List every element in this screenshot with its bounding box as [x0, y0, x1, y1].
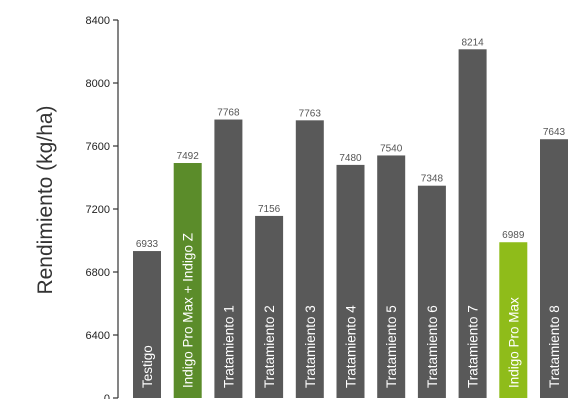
bar: [255, 215, 284, 398]
bar: [377, 155, 406, 398]
data-label: 7643: [543, 127, 566, 138]
bar: [133, 251, 161, 398]
category-label: Tratamiento 8: [547, 305, 562, 388]
y-axis: 0 6400 6800 7200 7600 8000 8400: [86, 15, 119, 399]
data-label: 8214: [461, 37, 484, 48]
y-tick-label: 6400: [86, 330, 110, 342]
bar: [336, 164, 365, 398]
y-tick-label: 7600: [86, 141, 110, 153]
category-label: Tratamiento 6: [425, 305, 440, 388]
data-label: 7480: [339, 153, 362, 164]
y-tick-label: 0: [104, 393, 110, 399]
bar: [540, 139, 568, 399]
category-label: Indigo Pro Max: [506, 297, 521, 388]
y-tick-label: 8000: [86, 78, 110, 90]
category-label: Tratamiento 3: [303, 305, 318, 388]
data-label: 7540: [380, 143, 403, 154]
data-label: 7768: [217, 108, 240, 119]
category-label: Testigo: [140, 345, 155, 388]
category-label: Tratamiento 2: [262, 305, 277, 388]
bar: [214, 119, 243, 398]
category-label: Indigo Pro Max + Indigo Z: [181, 233, 196, 388]
data-label: 7763: [299, 108, 322, 119]
y-tick-label: 6800: [86, 267, 110, 279]
bar: [295, 120, 324, 398]
category-label: Tratamiento 5: [384, 305, 399, 388]
bar: [173, 163, 202, 398]
data-label: 7492: [177, 151, 200, 162]
bar: [417, 185, 446, 398]
data-label: 6989: [502, 230, 525, 241]
bar: [499, 242, 528, 398]
data-label: 7348: [421, 174, 444, 185]
bar: [458, 49, 487, 399]
category-label: Tratamiento 4: [344, 305, 359, 388]
y-tick-label: 8400: [86, 15, 110, 27]
category-label: Tratamiento 1: [221, 305, 236, 388]
data-label: 7156: [258, 204, 281, 215]
y-tick-label: 7200: [86, 204, 110, 216]
category-label: Tratamiento 7: [466, 305, 481, 388]
bars-group: 6933 Testigo 7492 Indigo Pro Max + Indigo Z…: [133, 37, 568, 399]
y-axis-label: Rendimiento (kg/ha): [34, 105, 57, 294]
data-label: 6933: [136, 239, 159, 250]
